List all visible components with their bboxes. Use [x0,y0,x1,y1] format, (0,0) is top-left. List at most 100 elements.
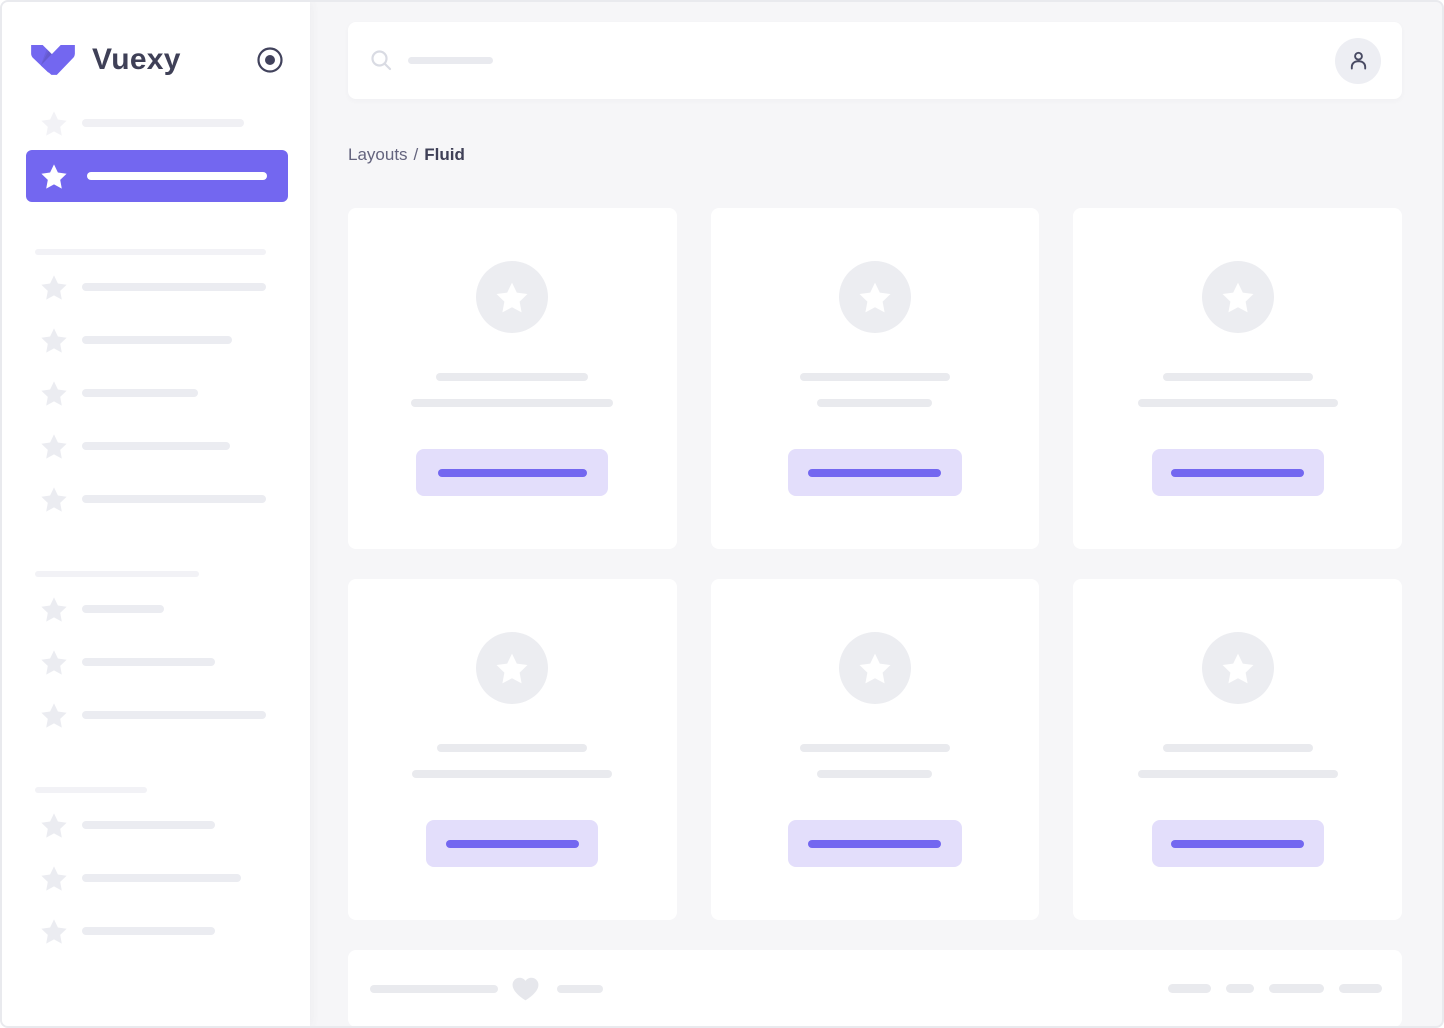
sidebar-item[interactable] [2,486,310,512]
item-label-skeleton [82,442,230,450]
search-input-skeleton[interactable] [408,57,493,64]
user-avatar-button[interactable] [1335,37,1381,84]
star-icon [41,111,67,136]
sidebar-item[interactable] [2,327,310,353]
sidebar-item[interactable] [2,380,310,406]
star-icon [41,275,67,300]
star-icon [496,653,528,684]
sidebar-nav [2,110,310,944]
footer-text-skeleton [557,984,603,993]
footer-text-skeleton [370,984,498,993]
sidebar-item[interactable] [2,596,310,622]
card-title-skeleton [436,373,589,381]
person-icon [1350,51,1366,70]
item-label-skeleton [82,605,164,613]
breadcrumb: Layouts / Fluid [348,145,1402,165]
footer-pill-skeleton [1339,984,1382,993]
card-text-skeleton [412,770,613,778]
card-action-button[interactable] [1151,449,1324,496]
button-label-skeleton [808,468,942,477]
card-action-button[interactable] [787,820,962,867]
footer-pill-skeleton [1226,984,1254,993]
footer-links [1168,984,1382,993]
card-action-button[interactable] [1151,820,1324,867]
card-text-skeleton [1137,399,1338,407]
card-title-skeleton [1162,744,1313,752]
star-icon [496,282,528,313]
sidebar: Vuexy [2,2,310,1026]
sidebar-item[interactable] [2,918,310,944]
button-label-skeleton [1171,839,1305,848]
search-icon [371,50,392,71]
footer-pill-skeleton [1269,984,1324,993]
button-label-skeleton [808,839,942,848]
breadcrumb-current: Fluid [424,145,465,164]
star-circle-icon [1201,632,1274,704]
card-text-skeleton [817,770,933,778]
content-card [710,208,1040,549]
button-label-skeleton [445,839,579,848]
menu-pin-toggle-icon[interactable] [256,46,284,74]
sidebar-item[interactable] [2,274,310,300]
star-circle-icon [476,261,549,333]
item-label-skeleton [87,172,267,180]
star-icon [41,434,67,459]
star-icon [859,282,891,313]
card-title-skeleton [799,373,950,381]
star-icon [41,328,67,353]
star-circle-icon [476,632,549,704]
content-card [710,579,1040,920]
card-text-skeleton [817,399,933,407]
item-label-skeleton [82,336,232,344]
card-title-skeleton [437,744,588,752]
vuexy-logo-icon [31,45,75,75]
content-card [1073,208,1402,549]
card-action-button[interactable] [787,449,962,496]
star-icon [1222,653,1254,684]
breadcrumb-parent[interactable]: Layouts [348,145,408,164]
breadcrumb-separator: / [413,145,419,164]
cards-grid [348,208,1402,920]
card-title-skeleton [1162,373,1313,381]
content-card [1073,579,1402,920]
button-label-skeleton [1171,468,1305,477]
card-text-skeleton [1137,770,1338,778]
footer-pill-skeleton [1168,984,1211,993]
star-icon [41,703,67,728]
brand: Vuexy [31,38,284,82]
card-action-button[interactable] [426,820,599,867]
star-icon [41,597,67,622]
star-icon [41,381,67,406]
star-icon [859,653,891,684]
footer [348,950,1402,1026]
card-text-skeleton [411,399,614,407]
star-circle-icon [838,261,911,333]
item-label-skeleton [82,658,215,666]
sidebar-item[interactable] [2,433,310,459]
sidebar-item-skeleton[interactable] [2,110,310,136]
item-label-skeleton [82,711,266,719]
search-bar[interactable] [348,22,1402,99]
item-label-skeleton [82,389,198,397]
sidebar-item[interactable] [2,865,310,891]
heart-icon [512,977,539,1000]
star-icon [41,487,67,512]
star-icon [1222,282,1254,313]
card-action-button[interactable] [416,449,609,496]
sidebar-section-header-skeleton [35,571,199,577]
card-title-skeleton [799,744,950,752]
sidebar-item[interactable] [2,649,310,675]
item-label-skeleton [82,927,215,935]
sidebar-item[interactable] [2,702,310,728]
item-label-skeleton [82,119,244,127]
item-label-skeleton [82,283,266,291]
main-content: Layouts / Fluid [310,2,1442,1026]
sidebar-sections [2,249,310,944]
content-card [348,579,677,920]
star-icon [41,650,67,675]
star-icon [41,164,67,189]
item-label-skeleton [82,821,215,829]
sidebar-item[interactable] [2,812,310,838]
sidebar-item-active[interactable] [26,150,288,202]
